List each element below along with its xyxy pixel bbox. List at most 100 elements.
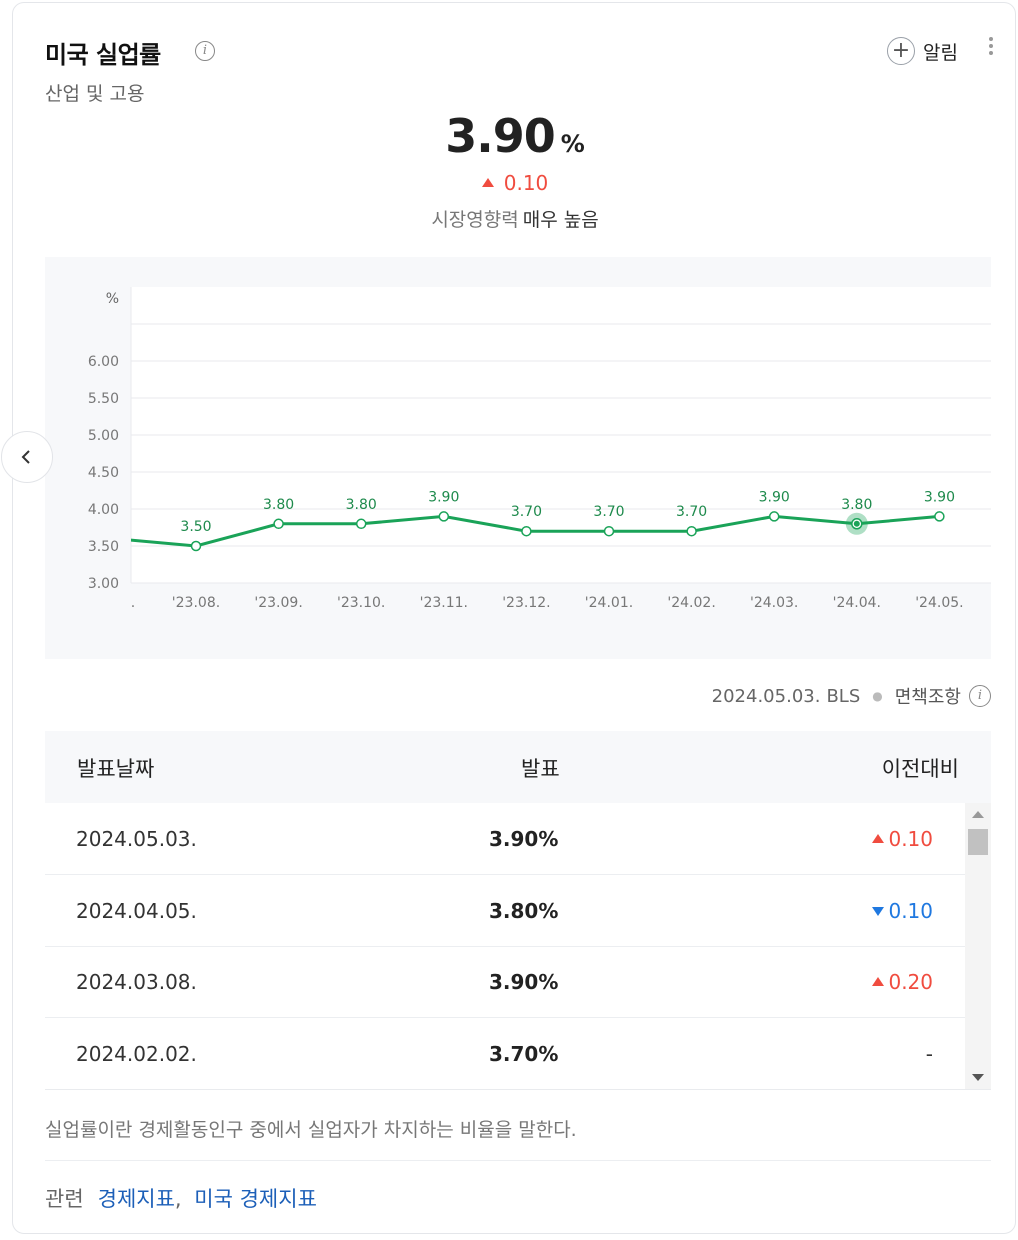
scroll-thumb[interactable] — [968, 829, 988, 855]
info-icon[interactable]: i — [195, 41, 215, 61]
category-subtitle: 산업 및 고용 — [45, 83, 145, 105]
disclaimer-link[interactable]: 면책조항 — [894, 687, 961, 708]
indicator-description: 실업률이란 경제활동인구 중에서 실업자가 차지하는 비율을 말한다. — [45, 1119, 577, 1141]
current-value-number: 3.90 — [445, 109, 555, 163]
x-tick-label: '23.10. — [337, 595, 385, 611]
data-label: 3.70 — [676, 504, 707, 520]
table-row: 2024.04.05. 3.80% 0.10 — [45, 875, 965, 947]
y-tick-label: 6.00 — [88, 354, 119, 370]
related-link-us-economic-indicators[interactable]: 미국 경제지표 — [194, 1187, 317, 1211]
scroll-down-icon[interactable] — [972, 1074, 984, 1081]
data-label: 3.70 — [593, 504, 624, 520]
line-chart: % 3.00 3.50 4.00 4.50 5.00 5.50 6.00. '23.08. '23… — [88, 287, 991, 611]
data-point — [355, 518, 367, 530]
market-impact: 시장영향력 매우 높음 — [13, 205, 1017, 232]
row-date: 2024.03.08. — [76, 970, 197, 994]
related-link-economic-indicators[interactable]: 경제지표 — [97, 1187, 175, 1211]
chevron-left-icon — [21, 450, 30, 464]
x-tick-label: '24.04. — [833, 595, 881, 611]
row-value: 3.70% — [489, 1042, 559, 1066]
page-title: 미국 실업률 — [45, 41, 161, 69]
arrow-down-icon — [872, 907, 885, 916]
source-date: 2024.05.03. — [711, 685, 821, 707]
related-label: 관련 — [45, 1187, 84, 1211]
separator-dot: ● — [872, 689, 883, 703]
prev-button[interactable] — [1, 431, 53, 483]
table-body[interactable]: 2024.05.03. 3.90% 0.10 2024.04.05. 3.80%… — [45, 803, 991, 1090]
data-point — [934, 511, 945, 522]
header-date: 발표날짜 — [77, 757, 155, 781]
x-tick-label: . — [131, 595, 135, 611]
y-tick-label: 3.50 — [88, 539, 119, 555]
data-point — [190, 540, 202, 552]
data-label: 3.80 — [841, 497, 872, 513]
table-row: 2024.05.03. 3.90% 0.10 — [45, 803, 965, 875]
data-point — [603, 525, 615, 537]
disclaimer-info-icon[interactable]: i — [969, 685, 991, 707]
table-scrollbar[interactable] — [965, 803, 991, 1089]
y-tick-label: 5.00 — [88, 428, 119, 444]
chart-area: % 3.00 3.50 4.00 4.50 5.00 5.50 6.00. '23.08. '23… — [45, 257, 991, 659]
arrow-up-icon — [481, 178, 494, 187]
data-label: 3.80 — [346, 497, 377, 513]
row-date: 2024.02.02. — [76, 1042, 197, 1066]
y-axis-unit-label: % — [106, 291, 119, 307]
market-impact-label: 시장영향력 — [431, 209, 519, 231]
data-point — [438, 511, 450, 522]
source-provider: BLS — [826, 685, 861, 707]
x-tick-label: '24.02. — [667, 595, 715, 611]
row-value: 3.90% — [489, 827, 559, 851]
plus-icon: + — [887, 37, 915, 65]
y-tick-label: 5.50 — [88, 391, 119, 407]
row-change: 0.10 — [872, 827, 933, 851]
more-menu-icon[interactable] — [987, 37, 995, 59]
data-label: 3.90 — [924, 489, 955, 505]
header-value: 발표 — [521, 757, 560, 781]
y-tick-label: 4.00 — [88, 502, 119, 518]
x-tick-label: '24.03. — [750, 595, 798, 611]
alarm-button[interactable]: + 알림 — [887, 35, 958, 67]
x-tick-label: '24.05. — [915, 595, 963, 611]
row-date: 2024.04.05. — [76, 899, 197, 923]
x-tick-label: '24.01. — [585, 595, 633, 611]
x-tick-label: '23.12. — [502, 595, 550, 611]
arrow-up-icon — [872, 834, 885, 843]
scroll-up-icon[interactable] — [972, 811, 984, 818]
data-point — [768, 511, 780, 522]
data-label: 3.80 — [263, 497, 294, 513]
data-point — [273, 518, 284, 530]
row-value: 3.90% — [489, 970, 559, 994]
data-point — [686, 525, 697, 537]
current-value: 3.90% — [13, 109, 1017, 163]
row-change-value: 0.20 — [888, 970, 933, 994]
table-row: 2024.02.02. 3.70% - — [45, 1018, 965, 1089]
market-impact-level: 매우 높음 — [522, 209, 599, 231]
row-date: 2024.05.03. — [76, 827, 197, 851]
alarm-label: 알림 — [923, 41, 958, 64]
related-links: 관련 경제지표, 미국 경제지표 — [45, 1183, 317, 1213]
source-info: 2024.05.03. BLS ● 면책조항 i — [712, 683, 991, 709]
related-separator: , — [174, 1187, 182, 1211]
y-tick-label: 4.50 — [88, 465, 119, 481]
row-change: 0.10 — [872, 899, 933, 923]
row-change-value: 0.10 — [888, 827, 933, 851]
row-value: 3.80% — [489, 899, 559, 923]
divider — [45, 1160, 991, 1161]
data-point — [521, 525, 532, 537]
header-change: 이전대비 — [881, 757, 959, 781]
current-change: 0.10 — [13, 171, 1017, 195]
data-label: 3.70 — [511, 504, 542, 520]
table-row: 2024.03.08. 3.90% 0.20 — [45, 946, 965, 1018]
row-change-value: - — [925, 1042, 933, 1066]
data-label: 3.90 — [759, 489, 790, 505]
data-point-center — [853, 520, 860, 527]
row-change: - — [926, 1042, 933, 1066]
x-tick-label: '23.11. — [420, 595, 468, 611]
table-header: 발표날짜 발표 이전대비 — [45, 731, 991, 803]
data-label: 3.50 — [180, 519, 211, 535]
x-tick-label: '23.08. — [172, 595, 220, 611]
current-change-value: 0.10 — [503, 171, 549, 195]
data-label: 3.90 — [428, 489, 459, 505]
row-change: 0.20 — [872, 970, 933, 994]
